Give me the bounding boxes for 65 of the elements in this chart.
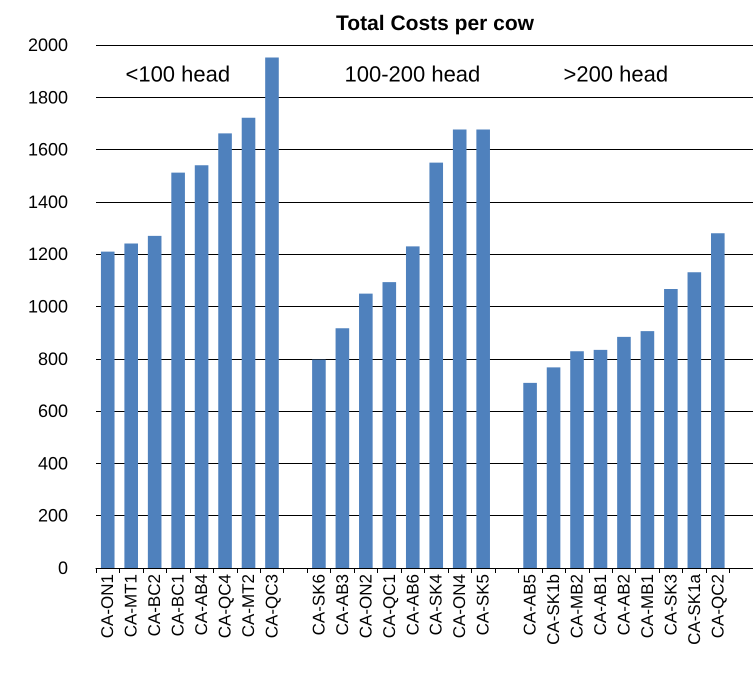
bar <box>265 58 279 568</box>
bar <box>617 336 631 568</box>
x-tick-label: CA-SK6 <box>309 574 328 636</box>
bar <box>429 162 444 568</box>
x-tick-label: CA-QC4 <box>216 574 235 638</box>
bar <box>476 129 490 568</box>
x-tick-label: CA-QC3 <box>262 574 282 638</box>
bar <box>148 236 162 568</box>
bar <box>406 246 420 568</box>
bar <box>218 133 232 568</box>
y-tick-label: 200 <box>38 506 68 526</box>
x-tick-label: CA-SK3 <box>661 574 680 636</box>
x-tick-label: CA-MB1 <box>638 574 657 638</box>
x-tick-label: CA-QC2 <box>708 574 728 638</box>
y-tick-label: 1000 <box>28 296 68 316</box>
x-tick-label: CA-ON2 <box>356 574 376 638</box>
bar <box>242 118 256 568</box>
bar <box>640 331 654 568</box>
bar <box>171 172 185 568</box>
y-tick-label: 1200 <box>28 244 68 264</box>
x-tick-label: CA-AB4 <box>192 574 212 636</box>
bar <box>546 367 560 568</box>
x-tick-label: CA-BC1 <box>168 574 188 636</box>
y-tick-label: 400 <box>38 453 68 474</box>
x-tick-label: CA-AB1 <box>590 574 610 636</box>
x-tick-label: CA-ON4 <box>450 574 470 638</box>
y-tick-label: 1400 <box>28 192 68 212</box>
bar <box>194 165 208 568</box>
bar <box>711 233 725 568</box>
bar <box>523 382 537 568</box>
x-tick-label: CA-QC1 <box>380 574 399 638</box>
bar <box>100 252 115 568</box>
bar <box>336 328 350 568</box>
x-tick-label: CA-MB2 <box>568 574 587 638</box>
x-tick-label: CA-ON1 <box>98 574 118 638</box>
bar <box>124 243 138 568</box>
y-tick-label: 800 <box>38 348 68 369</box>
y-tick-label: 0 <box>58 558 68 578</box>
bar <box>359 294 373 568</box>
bar <box>664 288 678 568</box>
x-tick-label: CA-SK1b <box>544 574 564 645</box>
x-tick-label: CA-MT2 <box>239 574 258 638</box>
x-tick-label: CA-SK1a <box>684 573 704 645</box>
x-tick-label: CA-AB6 <box>403 574 422 636</box>
bar <box>382 282 396 568</box>
x-tick-label: CA-AB3 <box>332 574 352 636</box>
annotation: >200 head <box>564 62 668 86</box>
chart-title: Total Costs per cow <box>336 12 535 35</box>
x-tick-label: CA-MT1 <box>122 574 141 638</box>
annotation: <100 head <box>126 62 230 86</box>
x-tick-label: CA-AB2 <box>614 574 634 636</box>
annotation: 100-200 head <box>344 62 480 86</box>
bar <box>594 350 608 568</box>
y-tick-label: 600 <box>38 401 68 422</box>
bar <box>452 129 466 568</box>
x-tick-label: CA-BC2 <box>145 574 164 636</box>
x-tick-label: CA-SK4 <box>426 574 446 636</box>
y-tick-label: 1800 <box>28 87 68 108</box>
y-tick-label: 1600 <box>28 140 68 160</box>
x-tick-label: CA-AB5 <box>520 574 540 636</box>
x-tick-label: CA-SK5 <box>474 574 493 636</box>
bar <box>688 272 702 568</box>
bar <box>570 351 584 568</box>
bar <box>312 360 326 568</box>
y-tick-label: 2000 <box>28 35 68 55</box>
